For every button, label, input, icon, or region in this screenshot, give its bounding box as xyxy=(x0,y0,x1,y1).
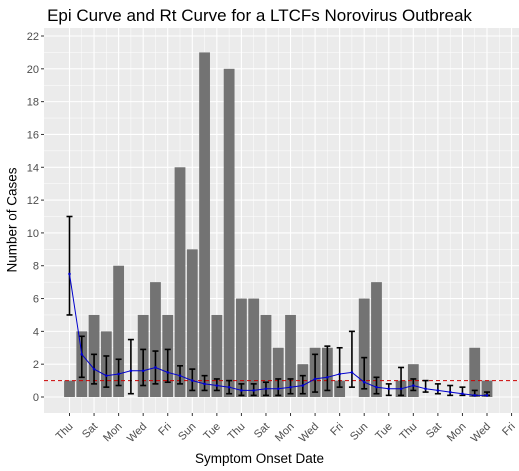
rt-point xyxy=(436,389,440,392)
y-tick-label: 14 xyxy=(27,162,39,174)
x-tick-label: Thu xyxy=(54,421,76,443)
chart-title: Epi Curve and Rt Curve for a LTCFs Norov… xyxy=(47,6,472,25)
case-bar xyxy=(260,314,272,397)
x-tick-label: Mon xyxy=(101,421,125,445)
x-tick-label: Mon xyxy=(273,421,297,445)
case-bar xyxy=(186,249,198,397)
y-tick-label: 2 xyxy=(33,359,39,371)
rt-point xyxy=(362,380,366,384)
x-tick-label: Sun xyxy=(348,421,370,443)
x-tick-label: Wed xyxy=(469,421,493,445)
y-tick-label: 0 xyxy=(33,392,39,404)
x-tick-label: Tue xyxy=(373,421,395,443)
rt-point xyxy=(154,366,157,369)
x-tick-label: Sat xyxy=(80,421,100,441)
x-tick-label: Sat xyxy=(252,421,272,441)
y-tick-label: 16 xyxy=(27,129,39,141)
y-tick-label: 4 xyxy=(33,326,39,338)
x-tick-label: Wed xyxy=(297,421,321,445)
case-bar xyxy=(469,347,481,397)
rt-point xyxy=(375,385,378,389)
rt-point xyxy=(412,384,415,387)
y-tick-label: 10 xyxy=(27,228,39,240)
rt-point xyxy=(326,376,329,379)
case-bar xyxy=(211,314,223,397)
rt-point xyxy=(301,384,305,387)
x-tick-label: Mon xyxy=(445,421,469,445)
y-tick-label: 8 xyxy=(33,261,39,273)
rt-point xyxy=(117,372,120,376)
case-bar xyxy=(174,167,186,397)
y-tick-label: 20 xyxy=(27,64,39,76)
y-tick-label: 18 xyxy=(27,97,39,109)
case-bar xyxy=(223,68,235,398)
case-bar xyxy=(481,380,493,397)
case-bar xyxy=(113,265,125,397)
rt-point xyxy=(92,367,96,371)
rt-point xyxy=(461,392,464,396)
case-bar xyxy=(236,298,247,397)
x-tick-label: Fri xyxy=(500,421,518,439)
x-axis-label: Symptom Onset Date xyxy=(194,451,325,466)
case-bar xyxy=(199,52,210,398)
rt-point xyxy=(264,387,268,391)
case-bar xyxy=(64,380,75,397)
rt-point xyxy=(276,387,280,391)
x-tick-label: Sat xyxy=(424,421,444,441)
y-tick-label: 12 xyxy=(27,195,39,207)
case-bar xyxy=(358,298,370,397)
rt-point xyxy=(215,384,219,387)
x-tick-label: Sun xyxy=(176,421,198,443)
y-tick-label: 22 xyxy=(27,31,39,43)
rt-point xyxy=(289,385,292,389)
x-tick-label: Thu xyxy=(398,421,420,443)
rt-point xyxy=(313,377,317,381)
rt-point xyxy=(80,353,84,356)
x-tick-label: Thu xyxy=(226,421,248,443)
rt-point xyxy=(166,371,170,374)
case-bar xyxy=(248,298,260,397)
rt-point xyxy=(129,369,133,373)
rt-point xyxy=(141,369,145,373)
x-tick-label: Fri xyxy=(156,421,174,439)
x-tick-label: Fri xyxy=(328,421,346,439)
y-tick-label: 6 xyxy=(33,294,39,306)
rt-point xyxy=(203,382,206,386)
rt-point xyxy=(448,390,452,394)
case-bar xyxy=(150,282,161,397)
x-tick-label: Tue xyxy=(201,421,223,443)
rt-point xyxy=(424,387,427,391)
rt-point xyxy=(240,389,243,392)
rt-point xyxy=(399,387,403,391)
rt-point xyxy=(473,394,477,397)
rt-point xyxy=(105,374,108,377)
case-bar xyxy=(272,347,284,397)
rt-point xyxy=(485,394,489,397)
rt-point xyxy=(68,272,71,276)
rt-point xyxy=(387,387,391,391)
rt-point xyxy=(190,379,194,382)
rt-point xyxy=(227,385,231,389)
x-tick-label: Wed xyxy=(125,421,149,445)
case-bar xyxy=(334,380,346,397)
rt-point xyxy=(178,374,182,377)
rt-point xyxy=(338,372,341,376)
rt-point xyxy=(350,371,354,374)
case-bar xyxy=(285,314,296,397)
rt-point xyxy=(252,389,255,392)
case-bar xyxy=(371,282,382,397)
